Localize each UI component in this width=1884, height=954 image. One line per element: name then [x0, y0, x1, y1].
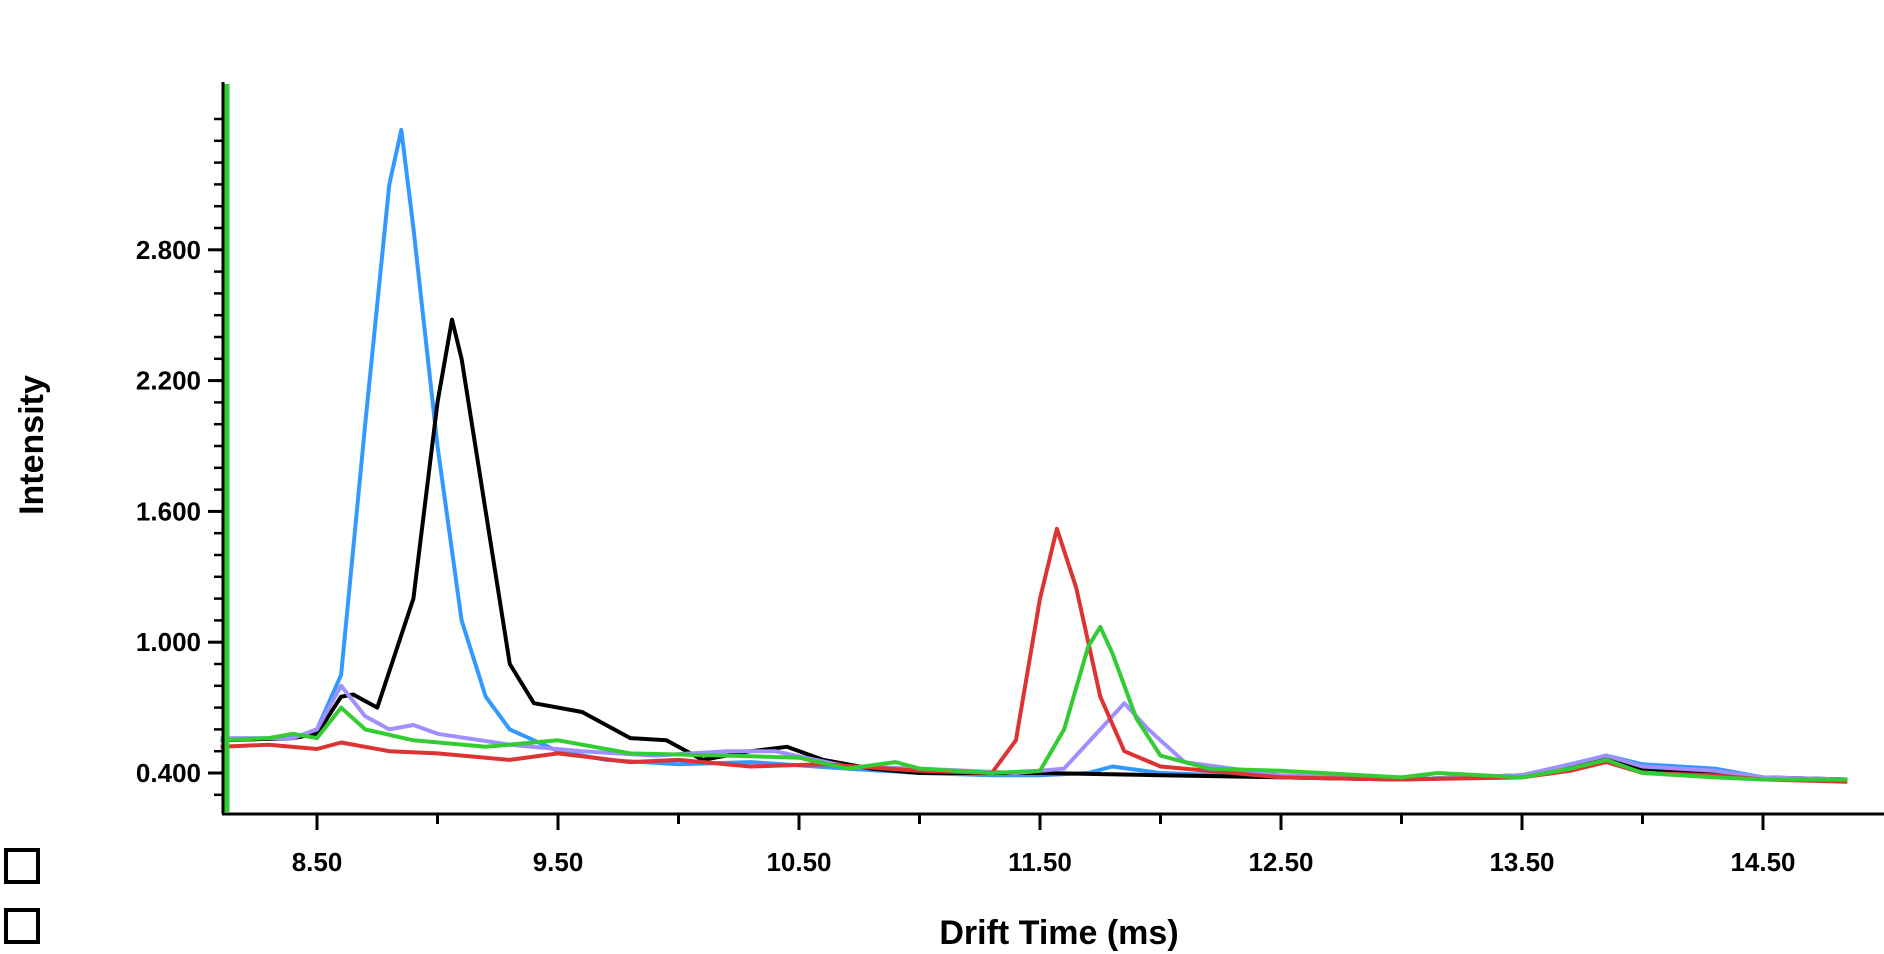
series-line-5: [220, 624, 1848, 782]
x-tick-label-5: 12.50: [1248, 847, 1313, 877]
x-tick-label-7: 14.50: [1730, 847, 1795, 877]
x-tick-label-1: 8.50: [292, 847, 343, 877]
y-tick-label-5: 2.800: [136, 235, 201, 265]
series-layer: [220, 127, 1848, 784]
series-line-3: [220, 683, 1848, 782]
x-tick-label-2: 9.50: [533, 847, 584, 877]
series-line-4: [220, 526, 1848, 784]
x-tick-label-6: 13.50: [1489, 847, 1554, 877]
y-tick-label-2: 1.000: [136, 627, 201, 657]
ticks-layer: 8.50 9.50 10.50 11.50 12.50 13.50 14.50 0.400 1.…: [136, 117, 1796, 877]
x-axis-title: Drift Time (ms): [939, 914, 1178, 952]
y-axis-title: Intensity: [13, 375, 51, 515]
y-tick-label-3: 1.600: [136, 496, 201, 526]
x-tick-label-4: 11.50: [1008, 847, 1072, 877]
y-tick-label-1: 0.400: [136, 758, 201, 788]
series-line-1: [220, 127, 1848, 782]
x-tick-label-3: 10.50: [766, 847, 831, 877]
checkbox-2[interactable]: [4, 908, 40, 944]
y-tick-label-4: 2.200: [136, 366, 201, 396]
checkbox-1[interactable]: [4, 848, 40, 884]
series-line-2: [220, 317, 1848, 782]
